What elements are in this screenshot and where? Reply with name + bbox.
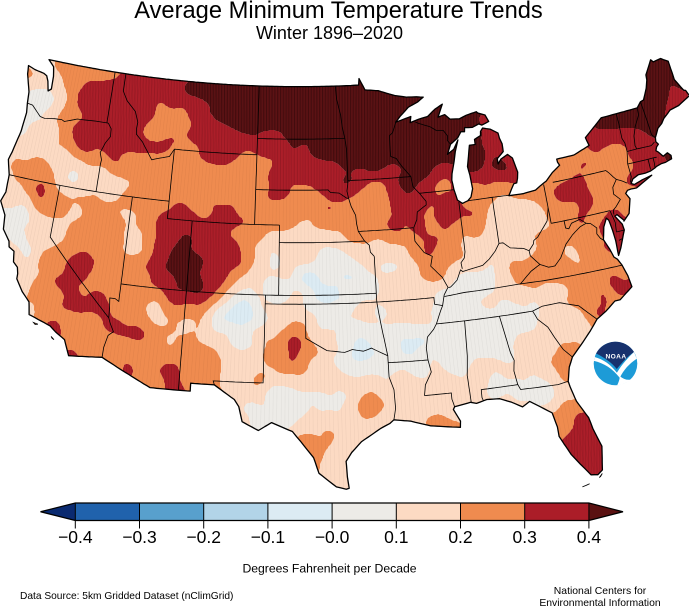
svg-text:−0.3: −0.3 [122,527,157,547]
svg-text:0.1: 0.1 [384,527,408,547]
svg-text:−0.4: −0.4 [58,527,93,547]
svg-text:0.4: 0.4 [577,527,602,547]
svg-text:−0.2: −0.2 [186,527,221,547]
svg-text:−0.0: −0.0 [315,527,350,547]
svg-text:Degrees Fahrenheit per Decade: Degrees Fahrenheit per Decade [242,562,416,576]
svg-text:0.2: 0.2 [448,527,472,547]
svg-text:NOAA: NOAA [605,354,626,361]
svg-text:0.3: 0.3 [513,527,537,547]
svg-text:−0.1: −0.1 [251,527,286,547]
